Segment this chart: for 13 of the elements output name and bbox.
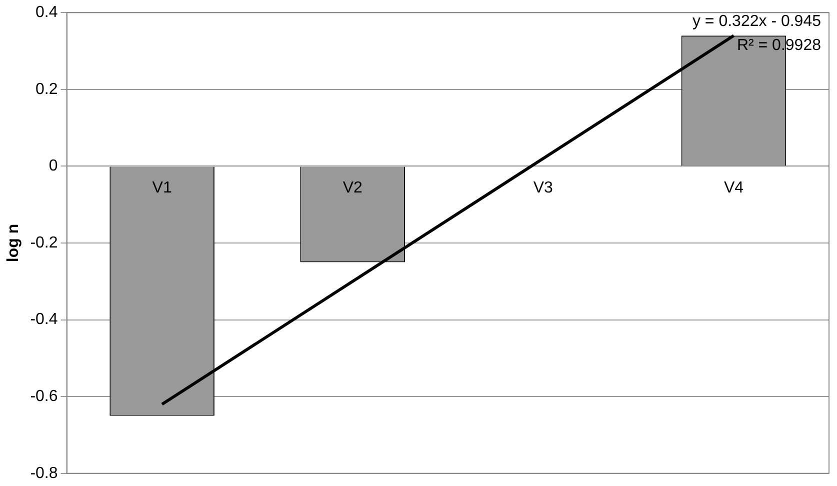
y-tick-label: 0.4 (36, 4, 58, 22)
y-tick-label: 0.2 (36, 80, 58, 98)
y-tick-label: -0.6 (30, 388, 58, 406)
y-tick-label: -0.4 (30, 311, 58, 328)
y-tick-label: -0.8 (30, 464, 58, 482)
y-tick-label: 0 (48, 158, 58, 175)
y-axis-title: log n (5, 224, 22, 262)
x-tick-label: V3 (533, 180, 554, 197)
x-tick-label: V4 (724, 180, 744, 197)
y-tick-label: -0.2 (30, 234, 58, 252)
x-tick-label: V2 (342, 180, 362, 197)
annotation: y = 0.322x - 0.945 (692, 13, 822, 30)
x-tick-label: V1 (152, 180, 172, 197)
